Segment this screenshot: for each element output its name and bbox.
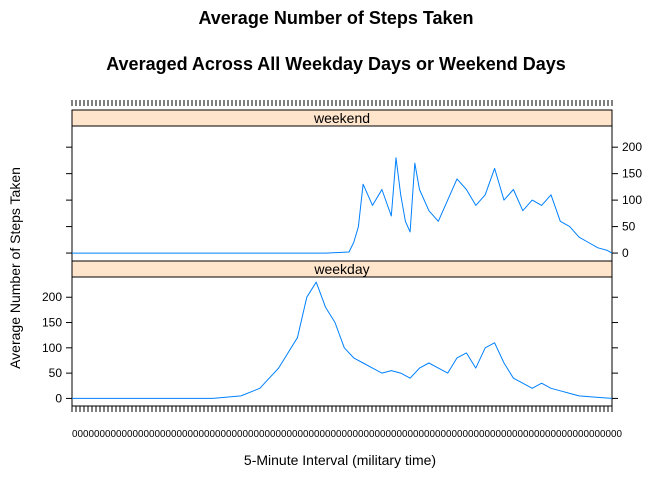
y-tick-label: 200 xyxy=(42,290,62,304)
y-tick-label: 50 xyxy=(49,366,63,380)
y-tick-label: 100 xyxy=(622,193,642,207)
bottom-x-tick-marks xyxy=(71,406,613,412)
panel-weekday: weekday 0 50 100 150 200 xyxy=(42,260,618,407)
y-tick-label: 0 xyxy=(55,391,62,405)
y-tick-label: 0 xyxy=(622,246,629,260)
y-axis-label: Average Number of Steps Taken xyxy=(7,167,23,369)
strip-label-weekend: weekend xyxy=(313,110,370,126)
chart-subtitle: Averaged Across All Weekday Days or Week… xyxy=(106,54,566,74)
panel-weekend: weekend 0 50 100 150 200 xyxy=(66,109,642,262)
chart-title: Average Number of Steps Taken xyxy=(198,8,473,28)
top-x-tick-marks xyxy=(71,100,613,106)
y-tick-label: 150 xyxy=(622,167,642,181)
y-tick-label: 100 xyxy=(42,341,62,355)
plot-frame-weekend xyxy=(71,125,613,262)
x-axis-label: 5-Minute Interval (military time) xyxy=(244,452,436,468)
series-line-weekend xyxy=(72,157,613,254)
series-line-weekday xyxy=(72,281,613,399)
y-tick-label: 200 xyxy=(622,140,642,154)
y-tick-label: 50 xyxy=(622,220,636,234)
panels: weekend 0 50 100 150 200 weekday 0 50 100 150 200 xyxy=(42,109,642,407)
strip-label-weekday: weekday xyxy=(313,261,369,277)
y-tick-label: 150 xyxy=(42,316,62,330)
plot-frame-weekday xyxy=(71,276,613,407)
x-tick-labels: 0000000000000000000000000000000000000000… xyxy=(72,429,622,440)
